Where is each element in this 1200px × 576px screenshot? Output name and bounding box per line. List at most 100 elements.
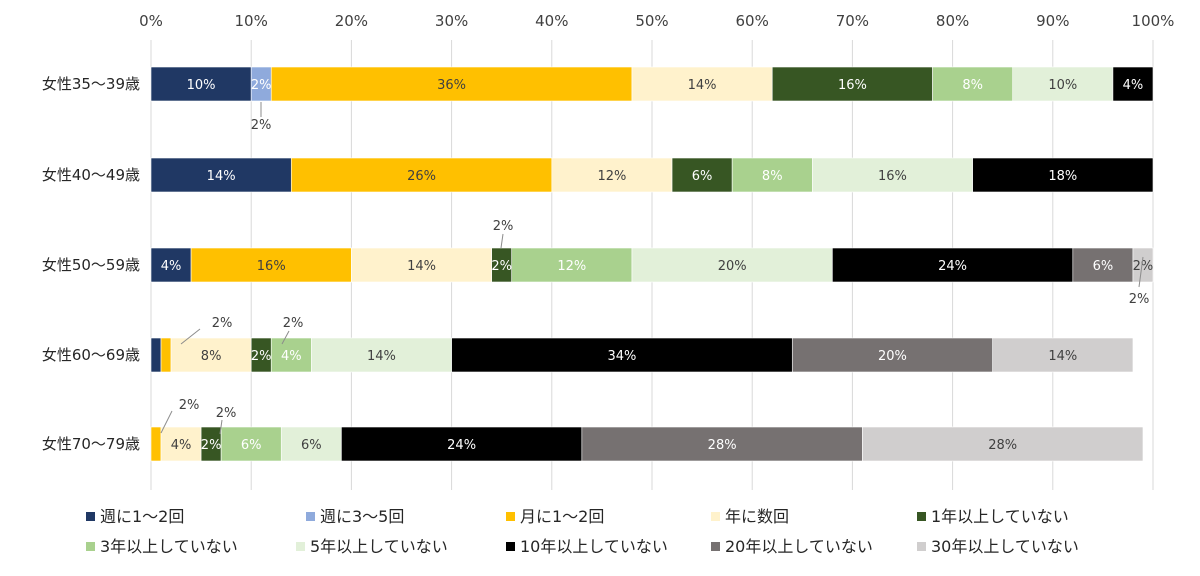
data-label: 20%	[878, 349, 907, 364]
bar-segment	[551, 157, 673, 193]
data-label: 14%	[407, 259, 436, 274]
legend-swatch	[917, 512, 926, 521]
data-label: 2%	[491, 259, 512, 274]
callout-label: 2%	[179, 398, 200, 413]
bar-segment	[160, 337, 172, 373]
bar-segment	[631, 66, 773, 102]
bar-segment	[150, 66, 252, 102]
x-tick-label: 100%	[1132, 12, 1175, 30]
legend-swatch	[711, 542, 720, 551]
bar-segment	[972, 157, 1154, 193]
callout-label: 2%	[1129, 292, 1150, 307]
category-label: 女性40～49歳	[42, 166, 140, 184]
data-label: 8%	[962, 78, 983, 93]
x-tick-label: 50%	[635, 12, 668, 30]
bar-segment	[1112, 66, 1154, 102]
bar-segment	[150, 337, 162, 373]
x-tick-label: 70%	[836, 12, 869, 30]
data-label: 2%	[251, 78, 272, 93]
bar-segment	[631, 247, 833, 283]
category-label: 女性70～79歳	[42, 435, 140, 453]
data-label: 14%	[1048, 349, 1077, 364]
callout-leader-line	[180, 328, 201, 345]
legend-label: 1年以上していない	[931, 507, 1069, 526]
bar-segment	[1012, 66, 1114, 102]
callout-leader-line	[500, 233, 504, 249]
data-label: 2%	[1133, 259, 1154, 274]
bar-segment	[992, 337, 1134, 373]
legend-item: 週に1～2回	[86, 507, 184, 526]
legend-item: 20年以上していない	[711, 537, 873, 556]
callout-leader-line	[281, 330, 290, 345]
bar-segment	[311, 337, 452, 373]
bar-segment	[270, 66, 633, 102]
x-axis-ticks: 0% 10% 20% 30% 40% 50% 60% 70% 80% 90% 100%	[139, 12, 1174, 30]
legend-swatch	[506, 542, 515, 551]
legend-item: 3年以上していない	[86, 537, 238, 556]
x-tick-label: 60%	[736, 12, 769, 30]
legend-item: 1年以上していない	[917, 507, 1069, 526]
bar-segment	[270, 337, 312, 373]
data-label: 4%	[281, 349, 302, 364]
legend-label: 20年以上していない	[725, 537, 873, 556]
category-label: 女性35～39歳	[42, 75, 140, 93]
data-label: 12%	[597, 169, 626, 184]
data-label: 10%	[187, 78, 216, 93]
x-tick-label: 80%	[936, 12, 969, 30]
bar-segment	[771, 66, 933, 102]
data-label: 4%	[171, 438, 192, 453]
callout-leader-line	[219, 419, 223, 435]
x-tick-label: 0%	[139, 12, 163, 30]
legend-label: 3年以上していない	[100, 537, 238, 556]
legend-label: 10年以上していない	[520, 537, 668, 556]
data-label: 14%	[688, 78, 717, 93]
bar-segment	[862, 426, 1144, 462]
legend-item: 年に数回	[711, 507, 789, 526]
data-label: 28%	[708, 438, 737, 453]
data-label: 4%	[161, 259, 182, 274]
bar-segment	[351, 247, 492, 283]
x-tick-label: 30%	[435, 12, 468, 30]
legend-label: 月に1～2回	[520, 507, 604, 526]
legend-swatch	[86, 542, 95, 551]
data-label: 20%	[718, 259, 747, 274]
data-label: 6%	[692, 169, 713, 184]
bar-segment	[451, 337, 793, 373]
data-label: 6%	[241, 438, 262, 453]
bar-segment	[150, 157, 292, 193]
bar-segment	[1072, 247, 1134, 283]
x-tick-label: 20%	[335, 12, 368, 30]
callout-label: 2%	[283, 316, 304, 331]
legend-label: 5年以上していない	[310, 537, 448, 556]
callout-leader-line	[1138, 256, 1144, 288]
data-label: 16%	[838, 78, 867, 93]
data-label: 16%	[878, 169, 907, 184]
legend: 週に1～2回 週に3～5回 月に1～2回 年に数回 1年以上していない 3年以上していない…	[86, 507, 1079, 556]
legend-swatch	[917, 542, 926, 551]
bar-segment	[812, 157, 973, 193]
bar-segment	[932, 66, 1014, 102]
data-label: 14%	[207, 169, 236, 184]
bar-segment	[671, 157, 733, 193]
callout-leader-line	[160, 410, 173, 434]
data-label: 16%	[257, 259, 286, 274]
bar-segment	[511, 247, 633, 283]
legend-label: 年に数回	[725, 507, 789, 526]
category-label: 女性50～59歳	[42, 256, 140, 274]
data-label: 36%	[437, 78, 466, 93]
data-label: 6%	[1093, 259, 1114, 274]
data-label: 8%	[762, 169, 783, 184]
bar-segment	[290, 157, 553, 193]
legend-swatch	[711, 512, 720, 521]
data-label: 26%	[407, 169, 436, 184]
data-label: 8%	[201, 349, 222, 364]
bar-segment	[731, 157, 813, 193]
bars: 10% 2% 36% 14% 16% 8% 10% 4% 14% 26% 12% 6% 8% 16% 18%…	[150, 66, 1154, 462]
data-label: 12%	[557, 259, 586, 274]
data-label: 2%	[201, 438, 222, 453]
data-label: 4%	[1123, 78, 1144, 93]
callout-labels: 2% 2% 2% 2% 2% 2% 2%	[160, 102, 1150, 435]
data-label: 34%	[607, 349, 636, 364]
x-tick-label: 10%	[235, 12, 268, 30]
